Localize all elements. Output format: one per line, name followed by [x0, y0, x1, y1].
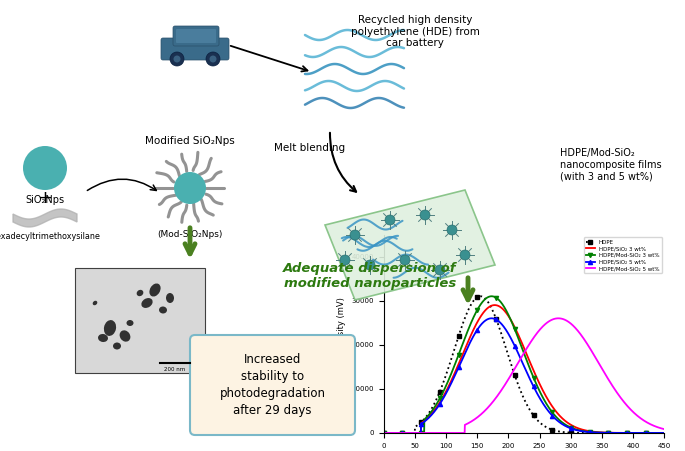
Circle shape [23, 146, 67, 190]
Circle shape [350, 230, 360, 240]
Ellipse shape [104, 320, 116, 336]
HDPE/SiO₂ 5 wt% [527, 379, 536, 385]
Line: HDPE/Mod-SiO₂ 3 wt%: HDPE/Mod-SiO₂ 3 wt% [382, 294, 667, 435]
Ellipse shape [149, 284, 160, 296]
HDPE/Mod-SiO₂ 3 wt% [427, 410, 435, 415]
HDPE [476, 294, 484, 299]
Circle shape [170, 52, 184, 66]
FancyBboxPatch shape [190, 335, 355, 435]
HDPE/Mod-SiO₂ 3 wt% [416, 430, 425, 436]
Text: Modified SiO₂Nps: Modified SiO₂Nps [145, 136, 235, 146]
Ellipse shape [166, 293, 174, 303]
HDPE [660, 430, 669, 436]
HDPE [501, 345, 510, 350]
Circle shape [173, 55, 181, 63]
HDPE/Mod-SiO₂ 3 wt% [488, 294, 496, 299]
HDPE/SiO₂ 5 wt% [416, 430, 425, 436]
Circle shape [365, 260, 375, 270]
Circle shape [447, 225, 457, 235]
HDPE/SiO₂ 5 wt% [379, 430, 388, 436]
Line: HDPE/SiO₂ 3 wt%: HDPE/SiO₂ 3 wt% [384, 305, 664, 433]
HDPE [427, 407, 435, 413]
Circle shape [435, 265, 445, 275]
HDPE/SiO₂ 3 wt% [474, 318, 482, 323]
HDPE/Mod-SiO₂ 5 wt% [533, 331, 541, 336]
HDPE/SiO₂ 5 wt% [660, 430, 669, 436]
Line: HDPE/SiO₂ 5 wt%: HDPE/SiO₂ 5 wt% [382, 316, 667, 435]
HDPE/Mod-SiO₂ 5 wt% [427, 430, 435, 436]
HDPE/Mod-SiO₂ 3 wt% [660, 430, 669, 436]
Ellipse shape [98, 334, 108, 342]
Y-axis label: CL Intensity (mV): CL Intensity (mV) [337, 297, 346, 370]
Text: Increased
stability to
photodegradation
after 29 days: Increased stability to photodegradation … [219, 353, 325, 417]
Text: +: + [38, 189, 53, 207]
HDPE/Mod-SiO₂ 3 wt% [533, 383, 541, 389]
Text: SiO₂Nps: SiO₂Nps [25, 195, 64, 205]
HDPE/Mod-SiO₂ 5 wt% [416, 430, 425, 436]
Ellipse shape [113, 342, 121, 350]
HDPE/SiO₂ 3 wt% [427, 412, 435, 417]
Circle shape [340, 255, 350, 265]
Line: HDPE/Mod-SiO₂ 5 wt%: HDPE/Mod-SiO₂ 5 wt% [384, 318, 664, 433]
Ellipse shape [141, 298, 153, 308]
HDPE [416, 420, 425, 425]
Circle shape [400, 255, 410, 265]
Circle shape [174, 172, 206, 204]
HDPE/Mod-SiO₂ 3 wt% [501, 307, 510, 312]
HDPE/Mod-SiO₂ 3 wt% [527, 370, 536, 375]
Ellipse shape [92, 301, 97, 305]
HDPE/SiO₂ 5 wt% [474, 326, 482, 331]
HDPE/Mod-SiO₂ 5 wt% [501, 382, 510, 387]
Legend: HDPE, HDPE/SiO₂ 3 wt%, HDPE/Mod-SiO₂ 3 wt%, HDPE/SiO₂ 5 wt%, HDPE/Mod-SiO₂ 5 wt%: HDPE, HDPE/SiO₂ 3 wt%, HDPE/Mod-SiO₂ 3 w… [584, 237, 662, 273]
HDPE [527, 410, 536, 415]
Ellipse shape [120, 330, 130, 342]
HDPE/SiO₂ 3 wt% [527, 363, 536, 368]
HDPE/Mod-SiO₂ 5 wt% [660, 427, 669, 432]
HDPE [474, 294, 482, 299]
HDPE/SiO₂ 5 wt% [488, 316, 496, 321]
FancyBboxPatch shape [161, 38, 229, 60]
HDPE/Mod-SiO₂ 3 wt% [474, 305, 482, 311]
Text: (Mod-SiO₂Nps): (Mod-SiO₂Nps) [158, 230, 223, 239]
HDPE [533, 417, 541, 423]
HDPE/SiO₂ 5 wt% [427, 413, 435, 419]
Text: Melt blending: Melt blending [275, 143, 345, 153]
Circle shape [460, 250, 470, 260]
HDPE/Mod-SiO₂ 5 wt% [554, 316, 562, 321]
FancyBboxPatch shape [176, 29, 216, 43]
HDPE/SiO₂ 5 wt% [501, 327, 510, 332]
HDPE/SiO₂ 3 wt% [660, 430, 669, 436]
HDPE/SiO₂ 3 wt% [501, 309, 510, 315]
Circle shape [385, 215, 395, 225]
Polygon shape [13, 209, 77, 227]
FancyBboxPatch shape [173, 26, 219, 46]
Text: HDPE/Mod-SiO₂
nanocomposite films
(with 3 and 5 wt%): HDPE/Mod-SiO₂ nanocomposite films (with … [560, 148, 662, 181]
Circle shape [210, 55, 216, 63]
HDPE/SiO₂ 3 wt% [379, 430, 388, 436]
HDPE/Mod-SiO₂ 5 wt% [379, 430, 388, 436]
Text: Adequate dispersion of
modified nanoparticles: Adequate dispersion of modified nanopart… [284, 262, 457, 290]
Text: Hexadecyltrimethoxysilane: Hexadecyltrimethoxysilane [0, 232, 100, 241]
HDPE/SiO₂ 3 wt% [490, 302, 499, 308]
Text: 200 nm: 200 nm [164, 367, 186, 372]
HDPE/Mod-SiO₂ 5 wt% [474, 414, 482, 419]
HDPE/Mod-SiO₂ 3 wt% [379, 430, 388, 436]
HDPE/SiO₂ 5 wt% [533, 391, 541, 396]
Text: Recycled high density
polyethylene (HDE) from
car battery: Recycled high density polyethylene (HDE)… [351, 15, 480, 48]
Ellipse shape [159, 307, 167, 313]
Ellipse shape [136, 290, 143, 296]
Ellipse shape [127, 320, 134, 326]
Polygon shape [325, 190, 495, 300]
Circle shape [206, 52, 220, 66]
HDPE/SiO₂ 3 wt% [533, 376, 541, 382]
Line: HDPE: HDPE [382, 294, 667, 435]
HDPE/Mod-SiO₂ 5 wt% [527, 339, 535, 344]
HDPE/SiO₂ 3 wt% [416, 430, 425, 436]
HDPE [379, 430, 388, 436]
Circle shape [420, 210, 430, 220]
Bar [75, 268, 205, 373]
